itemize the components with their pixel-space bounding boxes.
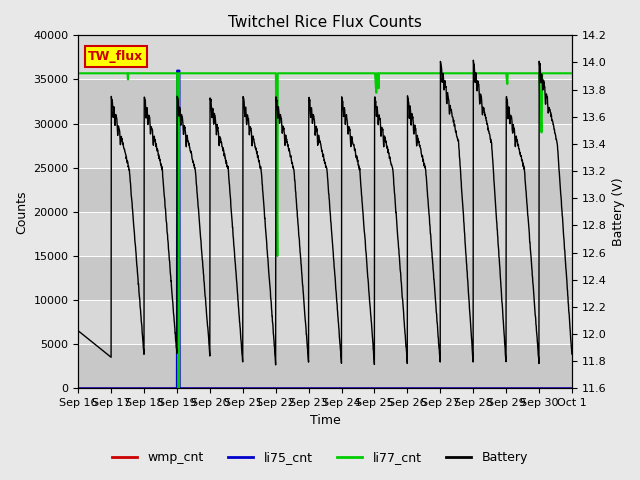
Bar bbox=[79, 123, 572, 168]
Text: TW_flux: TW_flux bbox=[88, 50, 143, 63]
Bar bbox=[79, 212, 572, 256]
Bar bbox=[79, 168, 572, 212]
Y-axis label: Battery (V): Battery (V) bbox=[612, 178, 625, 246]
Y-axis label: Counts: Counts bbox=[15, 190, 28, 234]
X-axis label: Time: Time bbox=[310, 414, 340, 427]
Bar bbox=[79, 36, 572, 80]
Bar bbox=[79, 300, 572, 344]
Bar bbox=[79, 344, 572, 388]
Bar bbox=[79, 80, 572, 123]
Bar bbox=[79, 256, 572, 300]
Title: Twitchel Rice Flux Counts: Twitchel Rice Flux Counts bbox=[228, 15, 422, 30]
Legend: wmp_cnt, li75_cnt, li77_cnt, Battery: wmp_cnt, li75_cnt, li77_cnt, Battery bbox=[107, 446, 533, 469]
